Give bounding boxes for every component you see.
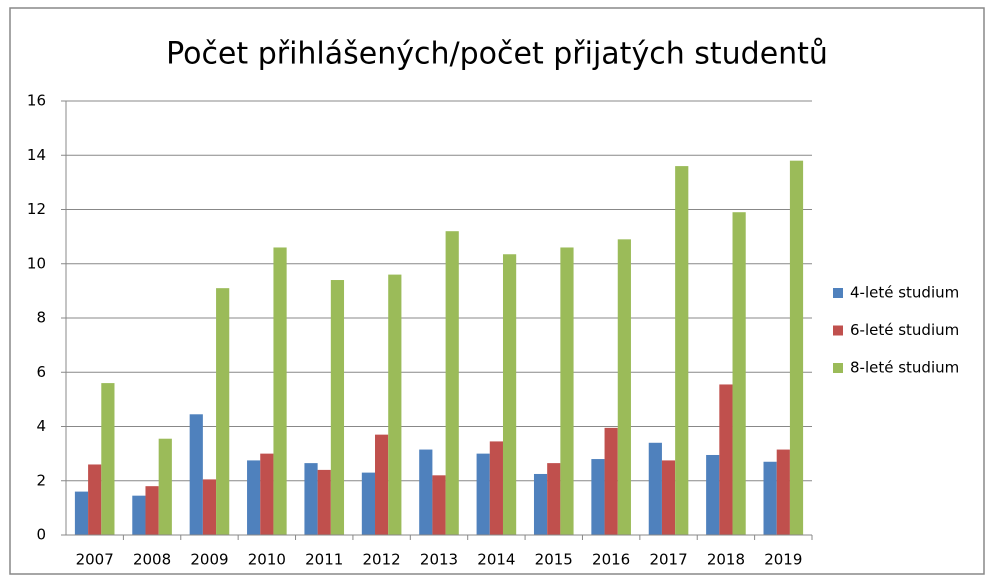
x-tick-label: 2013	[420, 551, 458, 569]
x-tick-label: 2009	[190, 551, 228, 569]
bar	[158, 438, 172, 535]
bar	[74, 491, 89, 535]
bar	[432, 475, 446, 535]
bar	[476, 453, 490, 535]
bar	[202, 479, 217, 535]
y-tick-label: 8	[36, 309, 46, 327]
y-tick-label: 12	[27, 200, 46, 218]
x-tick-label: 2017	[649, 551, 687, 569]
chart-title: Počet přihlášených/počet přijatých stude…	[166, 37, 828, 72]
x-tick-label: 2018	[707, 551, 745, 569]
bar	[260, 453, 274, 535]
bar	[604, 427, 618, 535]
legend-label: 8-leté studium	[850, 359, 959, 377]
bar	[489, 441, 503, 535]
bar	[247, 460, 261, 535]
bar	[648, 442, 662, 535]
y-tick-label: 10	[27, 254, 46, 272]
x-tick-label: 2008	[133, 551, 171, 569]
bar	[617, 239, 631, 535]
legend-swatch	[833, 325, 843, 336]
legend-swatch	[833, 363, 843, 373]
bar	[732, 212, 746, 535]
bar	[763, 461, 777, 535]
bar	[361, 472, 376, 535]
x-tick-label: 2010	[248, 551, 286, 569]
bar	[273, 247, 287, 535]
bar	[533, 473, 548, 535]
x-tick-label: 2007	[76, 551, 114, 569]
bar	[502, 254, 517, 535]
y-tick-label: 14	[27, 146, 46, 164]
bar	[388, 274, 402, 535]
legend-label: 6-leté studium	[850, 321, 959, 339]
legend-label: 4-leté studium	[850, 284, 959, 302]
y-tick-label: 4	[36, 417, 46, 435]
bar	[445, 231, 459, 535]
bar	[132, 495, 146, 535]
y-tick-label: 16	[27, 92, 46, 110]
x-tick-label: 2011	[305, 551, 343, 569]
bar	[145, 486, 159, 535]
x-tick-label: 2016	[592, 551, 630, 569]
bar	[216, 288, 230, 535]
bar	[317, 469, 331, 535]
bar	[591, 459, 605, 535]
legend-swatch	[833, 288, 843, 298]
bar	[189, 414, 203, 535]
bar	[706, 454, 720, 535]
y-tick-label: 2	[36, 471, 46, 489]
bar	[88, 464, 102, 535]
bar	[101, 383, 115, 535]
bar	[719, 384, 733, 535]
x-tick-label: 2015	[535, 551, 573, 569]
bar	[419, 449, 433, 535]
y-tick-label: 0	[36, 526, 46, 544]
bar	[375, 434, 389, 535]
bar	[789, 160, 804, 536]
y-tick-label: 6	[36, 363, 46, 381]
x-tick-label: 2019	[764, 551, 802, 569]
bar	[661, 460, 676, 535]
x-tick-label: 2012	[363, 551, 401, 569]
bar	[547, 463, 561, 535]
bar	[776, 449, 790, 535]
x-tick-label: 2014	[477, 551, 515, 569]
bar	[675, 166, 689, 535]
bar	[330, 280, 345, 535]
bar	[560, 247, 574, 535]
bar	[304, 463, 318, 535]
